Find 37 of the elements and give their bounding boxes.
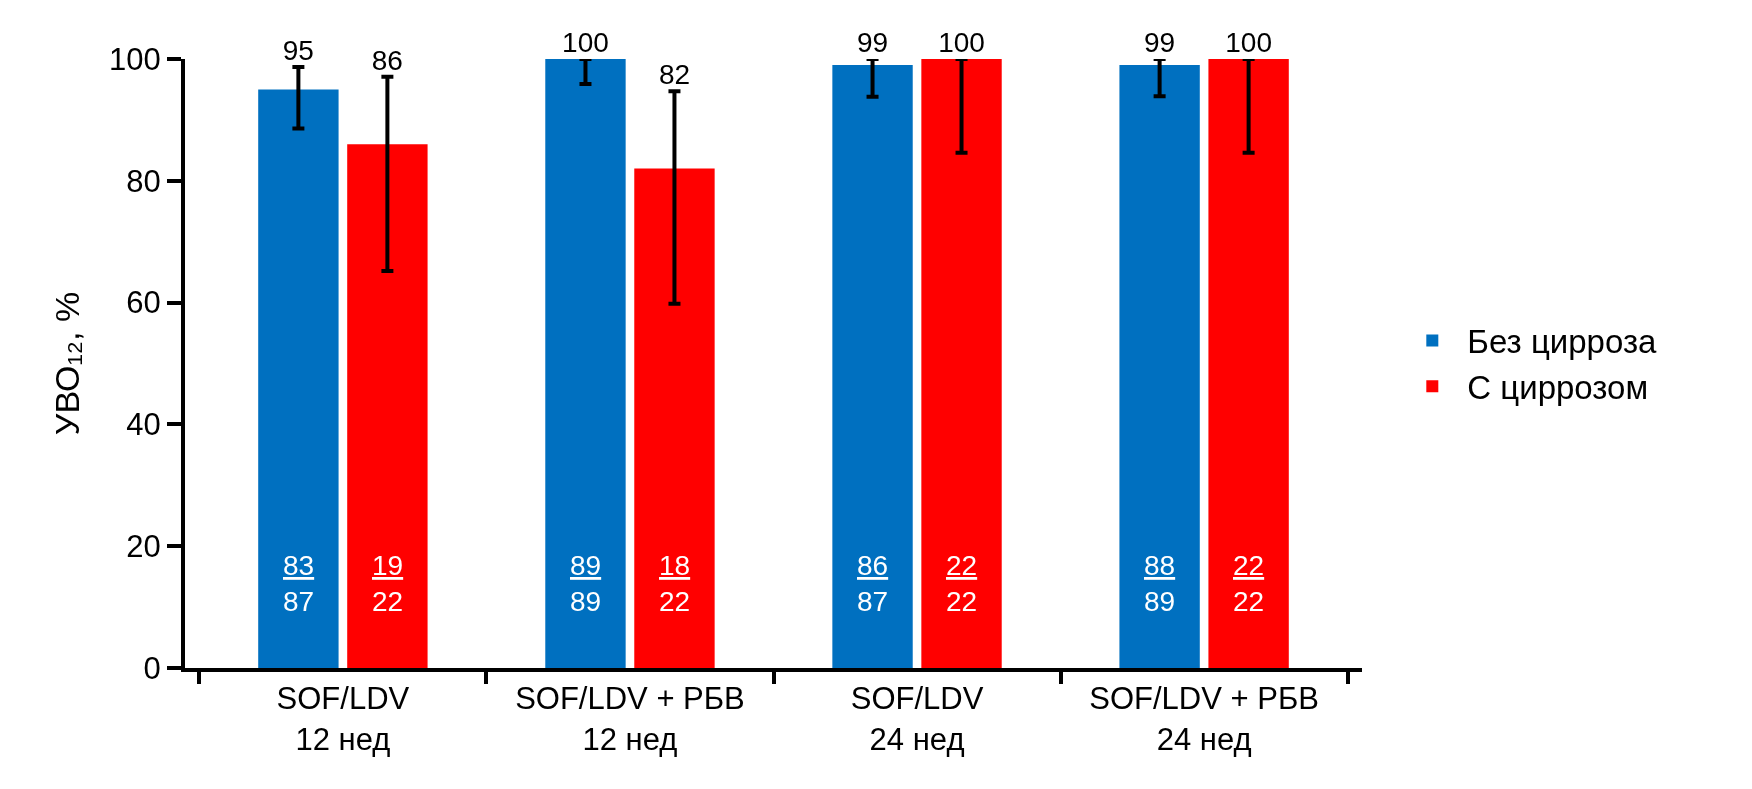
legend-label: Без цирроза bbox=[1467, 323, 1658, 361]
data-label: 100 bbox=[562, 27, 609, 58]
bar bbox=[832, 65, 913, 668]
data-label: 99 bbox=[856, 27, 889, 58]
bar bbox=[545, 59, 626, 668]
y-tick-label: 0 bbox=[143, 650, 161, 686]
annotation: 22 22 bbox=[1233, 550, 1265, 618]
bar bbox=[634, 168, 715, 668]
annotation: 83 87 bbox=[283, 550, 315, 618]
bar bbox=[347, 144, 428, 668]
x-tick-label: SOF/LDV + РБВ 24 нед bbox=[1089, 681, 1319, 757]
data-label: 100 bbox=[1225, 27, 1272, 58]
data-label: 95 bbox=[282, 34, 314, 66]
data-label: 82 bbox=[658, 59, 691, 91]
data-label: 100 bbox=[938, 27, 985, 58]
annotation: 19 22 bbox=[372, 550, 404, 618]
y-tick-label: 60 bbox=[126, 285, 161, 321]
bar bbox=[921, 59, 1002, 668]
annotation: 22 22 bbox=[946, 550, 978, 618]
bar bbox=[1119, 65, 1200, 668]
y-axis-title: УВО₁₂, % bbox=[48, 291, 87, 436]
x-tick-label: SOF/LDV 24 нед bbox=[850, 681, 984, 757]
annotation: 86 87 bbox=[857, 550, 889, 618]
bar bbox=[258, 89, 339, 668]
y-tick-label: 20 bbox=[126, 529, 161, 565]
x-tick-label: SOF/LDV + РБВ 12 нед bbox=[515, 681, 745, 757]
legend-label: С циррозом bbox=[1467, 369, 1649, 407]
data-label: 99 bbox=[1144, 27, 1176, 58]
y-tick-label: 40 bbox=[126, 407, 161, 443]
data-label: 86 bbox=[371, 44, 403, 76]
y-tick-label: 100 bbox=[109, 41, 161, 77]
bar bbox=[1208, 59, 1289, 668]
x-tick-label: SOF/LDV 12 нед bbox=[276, 681, 410, 757]
annotation: 18 22 bbox=[659, 550, 691, 618]
annotation: 89 89 bbox=[570, 550, 602, 618]
annotation: 88 89 bbox=[1144, 550, 1176, 618]
y-tick-label: 80 bbox=[126, 163, 161, 199]
